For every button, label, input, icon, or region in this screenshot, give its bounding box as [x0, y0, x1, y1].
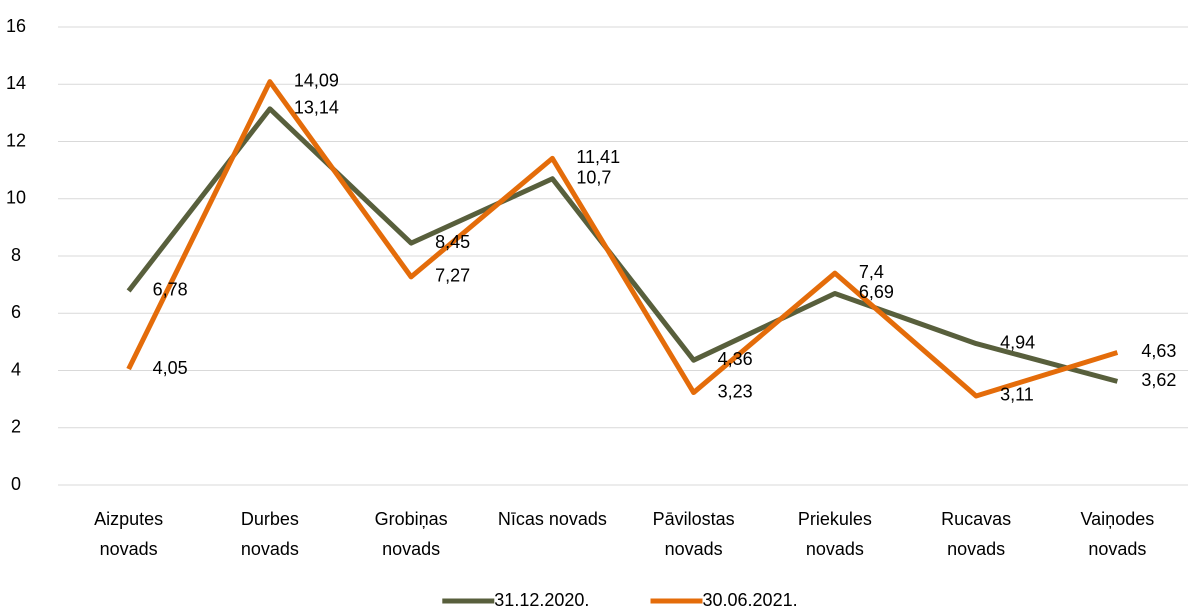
y-tick-label: 0: [11, 474, 21, 494]
y-tick-label: 4: [11, 359, 21, 379]
y-tick-label: 16: [6, 16, 26, 36]
data-label: 3,23: [718, 381, 753, 401]
data-label: 14,09: [294, 70, 339, 90]
data-label: 10,7: [576, 167, 611, 187]
y-tick-label: 2: [11, 417, 21, 437]
series-line: [126, 106, 1119, 384]
x-tick-label: Rucavas novads: [941, 509, 1011, 559]
x-tick-label: Nīcas novads: [498, 509, 607, 529]
series-line: [126, 79, 1119, 399]
legend-label: 31.12.2020.: [494, 590, 589, 610]
data-label: 4,05: [153, 358, 188, 378]
y-tick-label: 12: [6, 130, 26, 150]
y-tick-label: 10: [6, 188, 26, 208]
data-label: 4,63: [1141, 341, 1176, 361]
y-tick-label: 6: [11, 302, 21, 322]
x-tick-label: Durbes novads: [241, 509, 299, 559]
data-label: 7,27: [435, 266, 470, 286]
data-label: 11,41: [576, 147, 620, 167]
y-tick-label: 14: [6, 73, 26, 93]
y-tick-label: 8: [11, 245, 21, 265]
data-label: 3,11: [1000, 385, 1034, 405]
x-tick-label: Pāvilostas novads: [653, 509, 735, 559]
x-tick-label: Vaiņodes novads: [1081, 509, 1155, 559]
x-tick-label: Aizputes novads: [94, 509, 163, 559]
data-label: 8,45: [435, 232, 470, 252]
data-label: 4,94: [1000, 332, 1035, 352]
x-tick-label: Priekules novads: [798, 509, 872, 559]
data-label: 13,14: [294, 98, 339, 118]
x-tick-label: Grobiņas novads: [375, 509, 448, 559]
data-label: 3,62: [1141, 370, 1176, 390]
data-label: 6,69: [859, 282, 894, 302]
data-label: 7,4: [859, 262, 884, 282]
data-label: 6,78: [153, 280, 188, 300]
data-label: 4,36: [718, 349, 753, 369]
legend-label: 30.06.2021.: [703, 590, 798, 610]
